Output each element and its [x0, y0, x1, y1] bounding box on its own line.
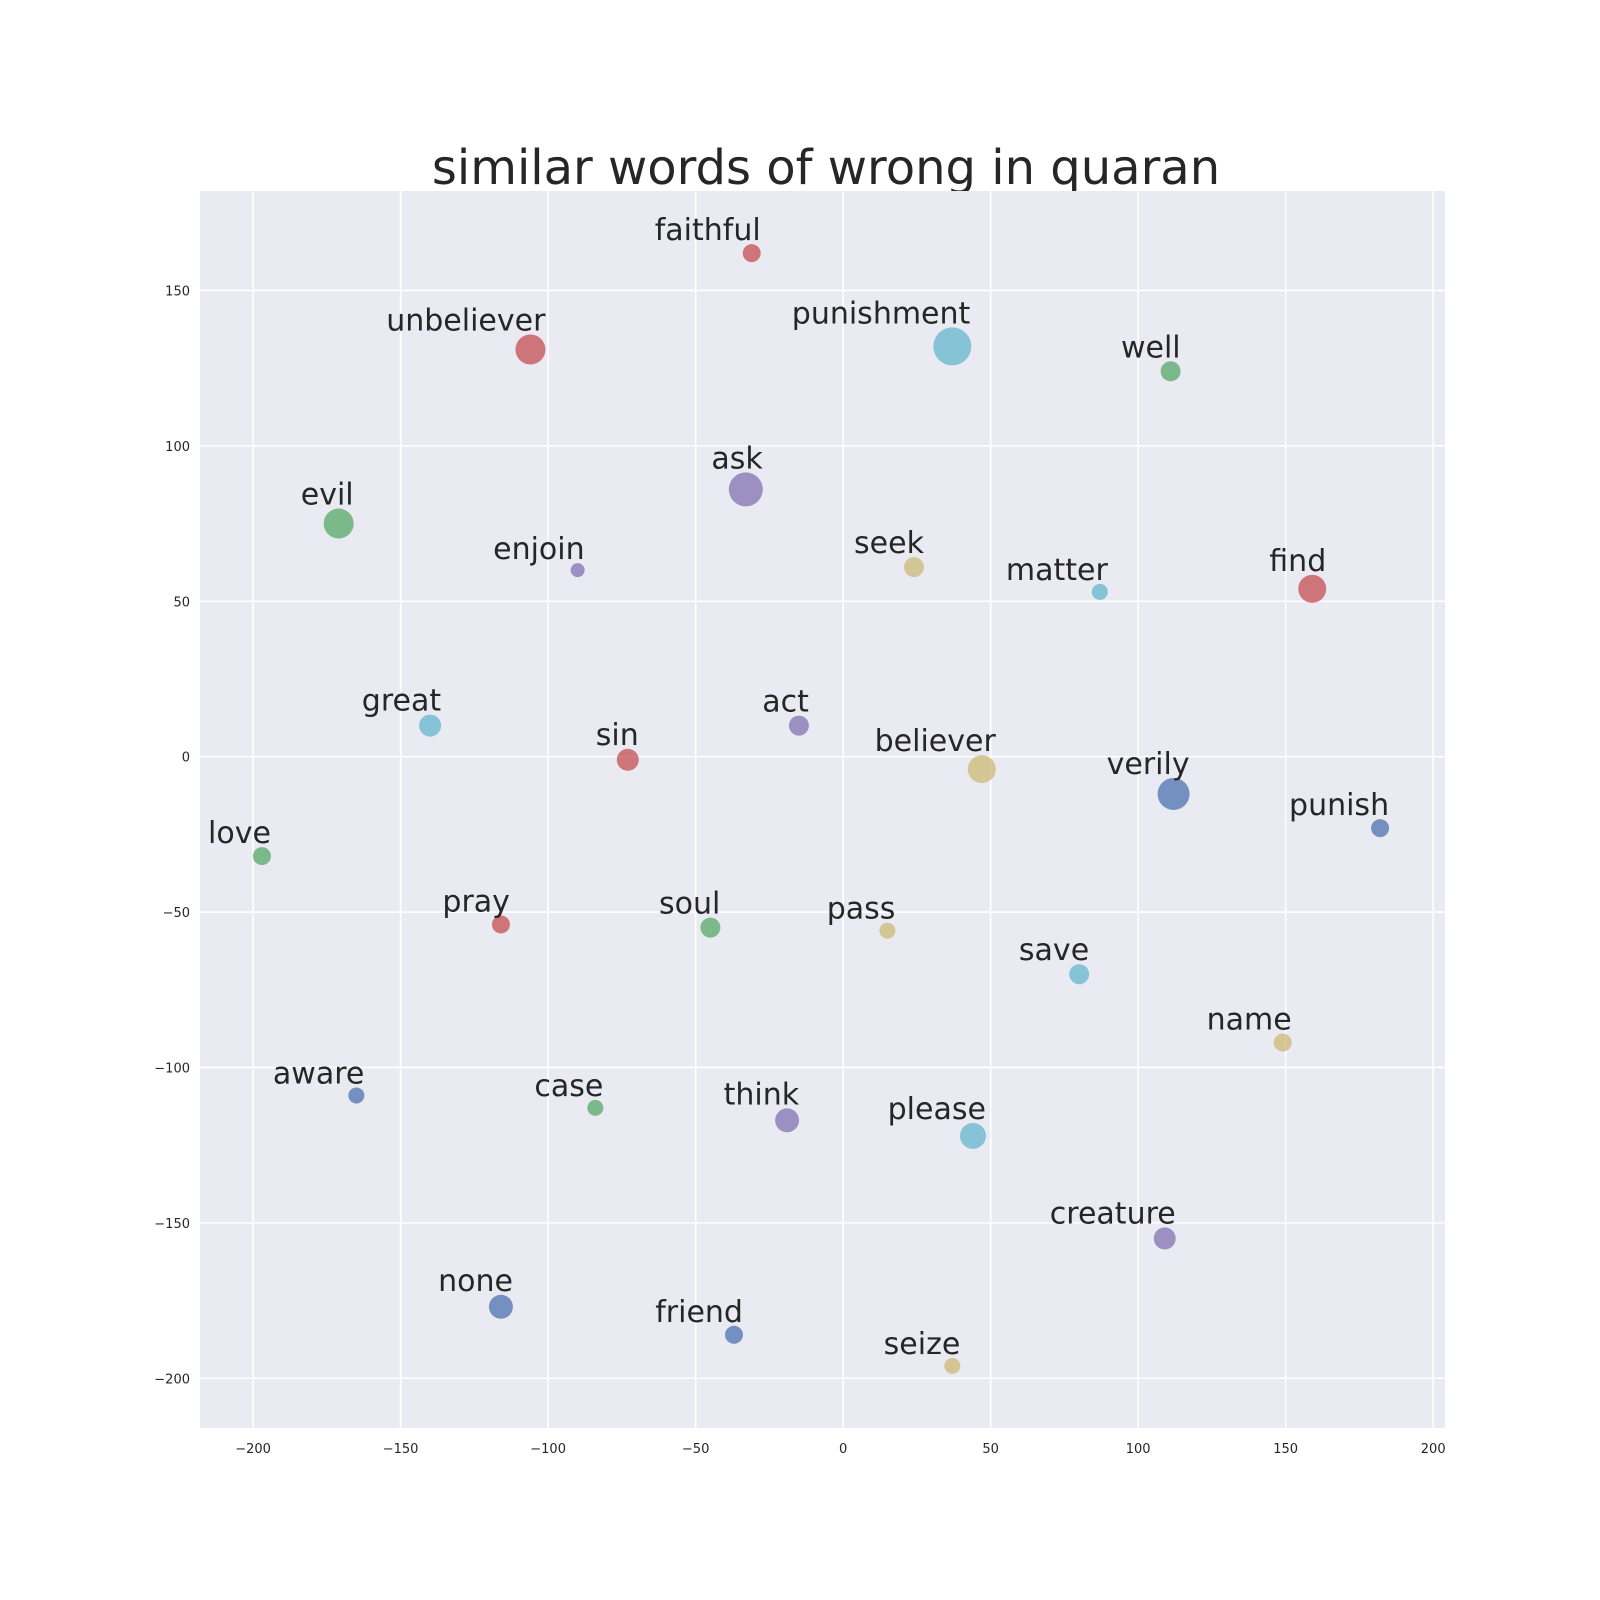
- grid-lines: [200, 191, 1445, 1428]
- label-pass: pass: [827, 892, 896, 927]
- x-axis-ticks: −200 −150 −100 −50 0 50 100 150 200: [235, 1442, 1445, 1457]
- label-ask: ask: [711, 441, 763, 476]
- x-tick-label: 150: [1273, 1442, 1298, 1457]
- point-none: [488, 1294, 513, 1319]
- point-aware: [348, 1087, 365, 1104]
- chart-title: similar words of wrong in quaran: [432, 140, 1220, 196]
- y-axis-ticks: −200 −150 −100 −50 0 50 100 150: [154, 284, 190, 1387]
- label-matter: matter: [1006, 553, 1109, 588]
- label-punishment: punishment: [792, 296, 971, 331]
- point-pray: [491, 915, 510, 934]
- point-sin: [616, 748, 639, 771]
- point-well: [1160, 361, 1181, 382]
- point-think: [775, 1108, 800, 1133]
- x-tick-label: 100: [1126, 1442, 1151, 1457]
- y-tick-label: −50: [163, 906, 190, 921]
- label-seek: seek: [854, 526, 925, 561]
- point-believer: [967, 755, 996, 784]
- label-save: save: [1019, 933, 1089, 968]
- label-evil: evil: [301, 478, 354, 513]
- label-sin: sin: [596, 718, 639, 753]
- point-unbeliever: [515, 334, 546, 365]
- point-ask: [728, 472, 763, 507]
- y-tick-label: 150: [165, 284, 190, 299]
- point-find: [1298, 574, 1327, 603]
- point-soul: [700, 917, 721, 938]
- label-name: name: [1207, 1003, 1292, 1038]
- point-great: [419, 714, 442, 737]
- label-none: none: [438, 1264, 513, 1299]
- label-aware: aware: [273, 1056, 364, 1091]
- point-punishment: [933, 327, 972, 366]
- y-tick-label: 50: [173, 595, 190, 610]
- x-tick-label: −50: [682, 1442, 709, 1457]
- x-tick-label: 0: [839, 1442, 847, 1457]
- point-enjoin: [570, 563, 585, 578]
- x-tick-label: −200: [235, 1442, 271, 1457]
- label-please: please: [888, 1092, 986, 1127]
- label-soul: soul: [659, 887, 720, 922]
- label-find: find: [1269, 544, 1326, 579]
- label-act: act: [762, 685, 809, 720]
- x-tick-label: −100: [530, 1442, 566, 1457]
- point-verily: [1157, 777, 1190, 810]
- y-tick-label: 100: [165, 440, 190, 455]
- point-save: [1069, 964, 1090, 985]
- plot-area: [200, 191, 1445, 1428]
- x-tick-label: 50: [982, 1442, 999, 1457]
- label-great: great: [362, 684, 442, 719]
- point-seek: [903, 557, 924, 578]
- point-friend: [724, 1325, 743, 1344]
- y-tick-label: −200: [154, 1372, 190, 1387]
- point-seize: [944, 1357, 961, 1374]
- x-tick-label: −150: [383, 1442, 419, 1457]
- label-pray: pray: [442, 884, 510, 919]
- point-faithful: [742, 244, 761, 263]
- point-love: [252, 847, 271, 866]
- point-please: [959, 1122, 986, 1149]
- data-points: [252, 244, 1390, 1374]
- label-creature: creature: [1050, 1196, 1176, 1231]
- x-tick-label: 200: [1421, 1442, 1446, 1457]
- label-think: think: [724, 1077, 800, 1112]
- label-verily: verily: [1107, 747, 1190, 782]
- y-tick-label: −150: [154, 1217, 190, 1232]
- label-love: love: [208, 816, 271, 851]
- point-matter: [1091, 583, 1108, 600]
- label-enjoin: enjoin: [493, 532, 585, 567]
- y-tick-label: −100: [154, 1061, 190, 1076]
- y-tick-label: 0: [182, 751, 190, 766]
- label-case: case: [534, 1069, 603, 1104]
- point-punish: [1371, 819, 1390, 838]
- label-faithful: faithful: [655, 213, 761, 248]
- point-pass: [879, 922, 896, 939]
- label-punish: punish: [1289, 788, 1389, 823]
- label-well: well: [1121, 330, 1181, 365]
- point-creature: [1153, 1227, 1176, 1250]
- point-name: [1273, 1033, 1292, 1052]
- point-evil: [323, 508, 354, 539]
- data-labels: faithful unbeliever punishment well ask evil e…: [208, 213, 1389, 1362]
- label-friend: friend: [655, 1295, 743, 1330]
- point-act: [788, 715, 809, 736]
- label-seize: seize: [884, 1327, 961, 1362]
- label-believer: believer: [875, 724, 997, 759]
- label-unbeliever: unbeliever: [386, 304, 546, 339]
- point-case: [587, 1099, 604, 1116]
